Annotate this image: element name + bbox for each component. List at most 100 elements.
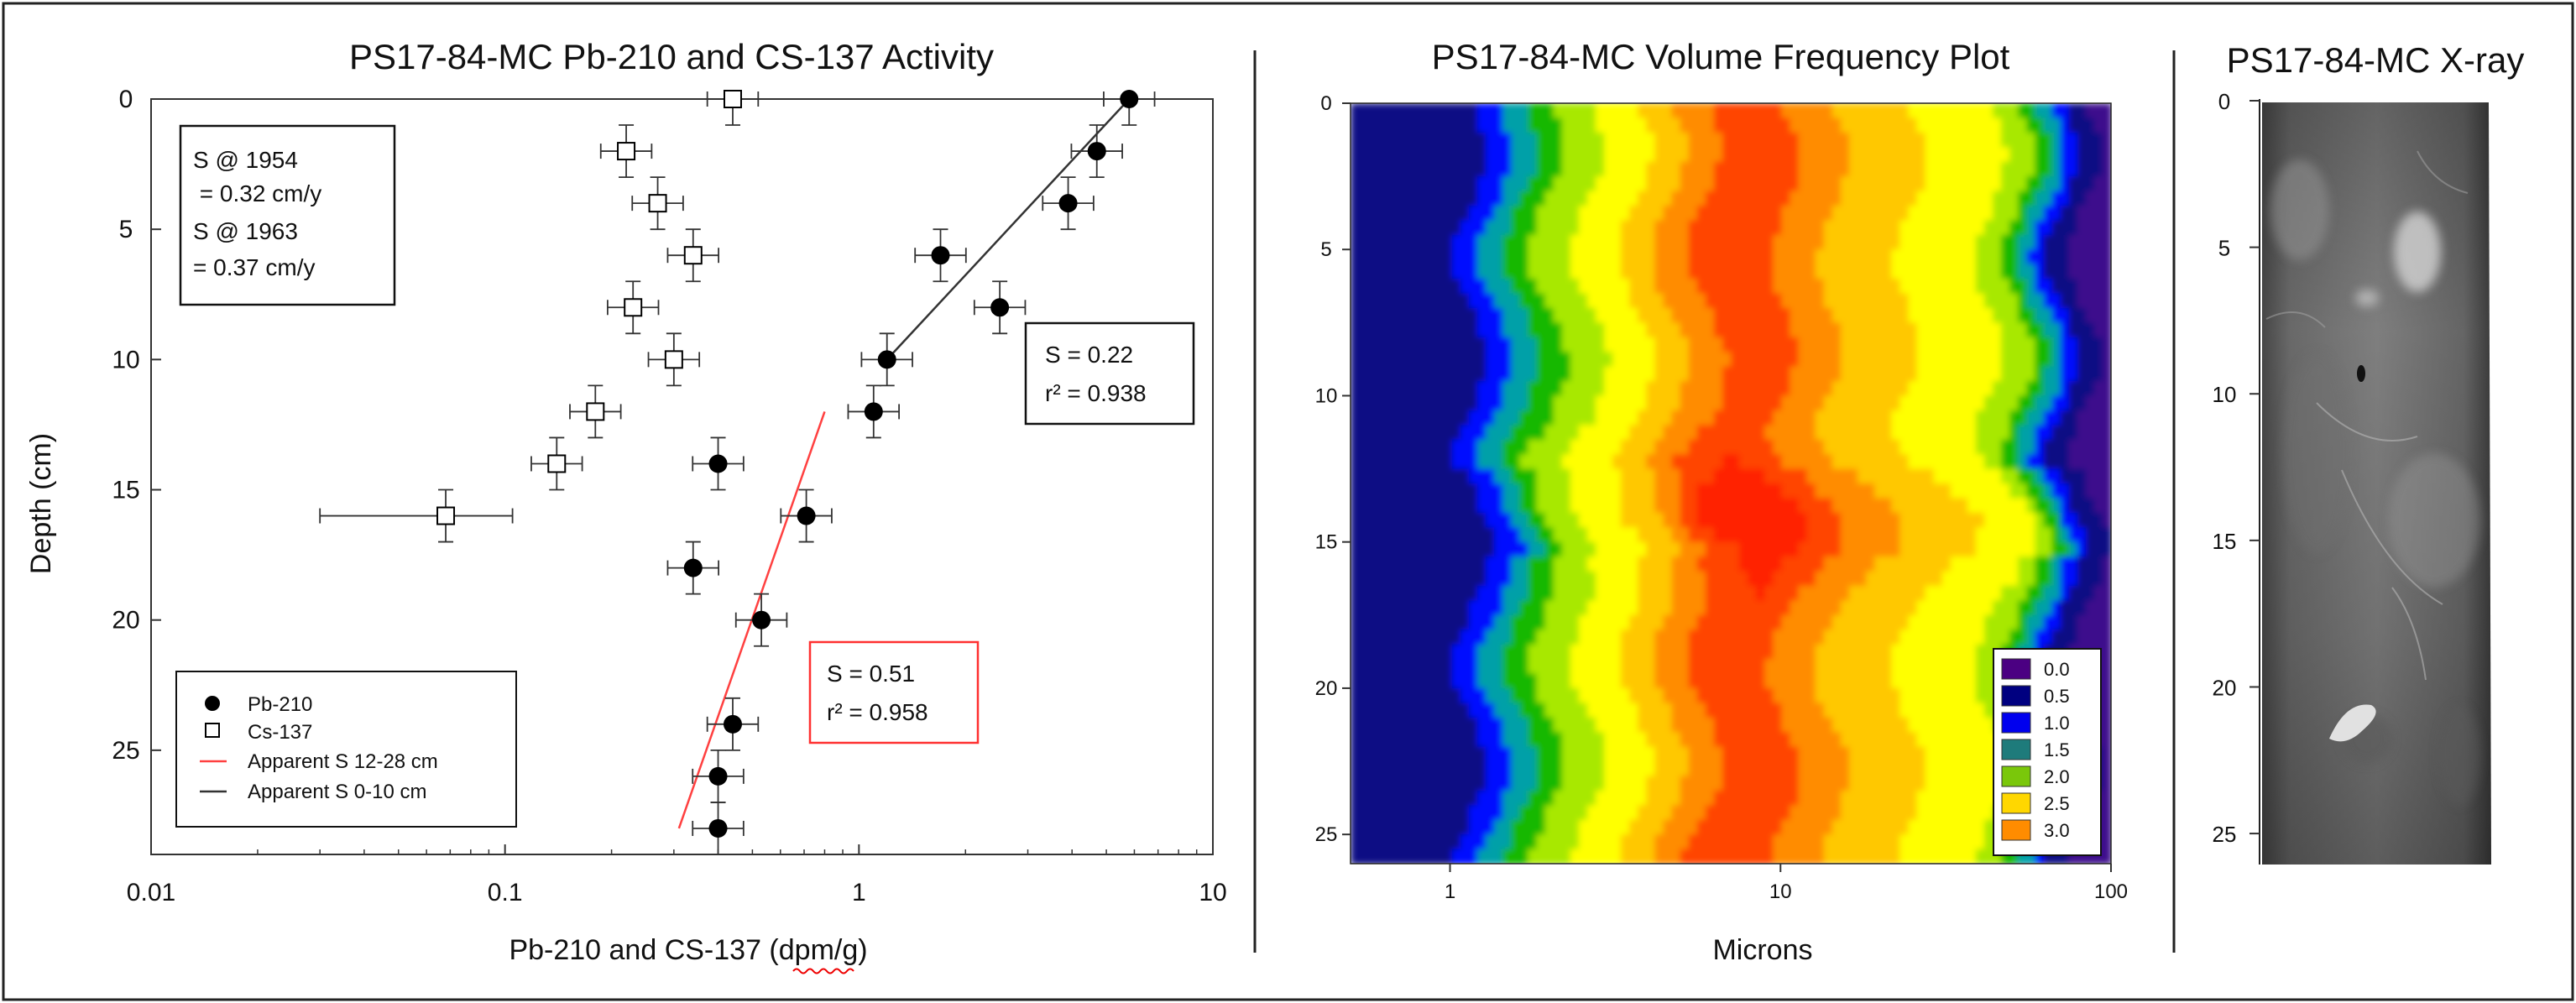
heatmap-cell [1823, 483, 1833, 499]
heatmap-cell [2085, 322, 2096, 338]
heatmap-cell [1494, 439, 1504, 456]
heatmap-cell [1578, 176, 1589, 192]
heatmap-cell [1958, 264, 1969, 280]
heatmap-cell [1739, 790, 1749, 807]
heatmap-cell [1401, 805, 1411, 821]
heatmap-cell [1958, 322, 1969, 338]
heatmap-cell [1908, 849, 1918, 864]
heatmap-cell [1443, 776, 1453, 792]
heatmap-cell [2068, 147, 2078, 163]
heatmap-cell [2026, 381, 2036, 397]
heatmap-cell [1570, 585, 1580, 602]
heatmap-cell [1553, 819, 1563, 836]
heatmap-cell [1790, 629, 1800, 645]
heatmap-cell [1831, 644, 1842, 661]
heatmap-cell [1528, 629, 1538, 645]
heatmap-cell [1908, 819, 1918, 836]
heatmap-cell [1975, 220, 1986, 237]
heatmap-cell [1494, 161, 1504, 178]
heatmap-cell [1544, 644, 1554, 661]
heatmap-cell [1544, 805, 1554, 821]
heatmap-cell [1443, 249, 1453, 265]
heatmap-cell [1705, 410, 1716, 426]
heatmap-cell [1519, 512, 1529, 529]
cs137-marker [624, 298, 643, 317]
heatmap-cell [2093, 439, 2104, 456]
heatmap-cell [2001, 279, 2011, 295]
heatmap-cell [1544, 366, 1554, 383]
heatmap-cell [1384, 673, 1394, 690]
heatmap-cell [2043, 498, 2053, 515]
heatmap-cell [1443, 600, 1453, 617]
heatmap-cell [1595, 234, 1606, 251]
heatmap-cell [1528, 776, 1538, 792]
heatmap-cell [1773, 527, 1783, 543]
heatmap-cell [2051, 483, 2061, 499]
heatmap-cell [1654, 585, 1664, 602]
heatmap-cell [2102, 147, 2111, 163]
heatmap-cell [1899, 352, 1910, 368]
heatmap-cell [1883, 220, 1893, 237]
heatmap-cell [1384, 703, 1394, 718]
heatmap-cell [1798, 659, 1808, 675]
heatmap-cell [1367, 249, 1377, 265]
heatmap-cell [1443, 161, 1453, 178]
heatmap-cell [1654, 687, 1664, 704]
heatmap-cell [1696, 395, 1706, 412]
heatmap-cell [1798, 498, 1808, 515]
heatmap-cell [1950, 790, 1960, 807]
heatmap-cell [1705, 161, 1716, 178]
heatmap-cell [1553, 234, 1563, 251]
heatmap-cell [1993, 541, 2003, 558]
heatmap-cell [1426, 805, 1436, 821]
heatmap-cell [1831, 498, 1842, 515]
heatmap-cell [1351, 381, 1361, 397]
heatmap-cell [1815, 556, 1825, 572]
heatmap-cell [1722, 644, 1732, 661]
heatmap-cell [1773, 103, 1783, 119]
heatmap-cell [1586, 849, 1597, 864]
heatmap-cell [2077, 454, 2087, 470]
heatmap-cell [1384, 483, 1394, 499]
heatmap-cell [2001, 541, 2011, 558]
heatmap-cell [1494, 264, 1504, 280]
heatmap-cell [1840, 468, 1851, 485]
heatmap-cell [1376, 161, 1386, 178]
heatmap-cell [1848, 673, 1859, 690]
heatmap-cell [1696, 103, 1706, 119]
heatmap-cell [1570, 600, 1580, 617]
heatmap-cell [1376, 307, 1386, 324]
heatmap-cell [1848, 395, 1859, 412]
heatmap-cell [1891, 512, 1901, 529]
heatmap-cell [1376, 644, 1386, 661]
heatmap-cell [1941, 717, 1952, 734]
heatmap-cell [1823, 512, 1833, 529]
heatmap-cell [1908, 454, 1918, 470]
heatmap-cell [1696, 644, 1706, 661]
heatmap-cell [1451, 439, 1462, 456]
heatmap-cell [1586, 629, 1597, 645]
heatmap-cell [1561, 834, 1571, 850]
heatmap-cell [1451, 659, 1462, 675]
heatmap-cell [2035, 176, 2045, 192]
heatmap-cell [1612, 381, 1622, 397]
heatmap-cell [2077, 293, 2087, 310]
heatmap-cell [1764, 556, 1774, 572]
pb210-point [1103, 90, 1156, 126]
heatmap-cell [1367, 454, 1377, 470]
heatmap-cell [1384, 600, 1394, 617]
heatmap-cell [1933, 585, 1943, 602]
heatmap-cell [1899, 527, 1910, 543]
cs137-marker [723, 90, 742, 108]
heatmap-cell [1646, 147, 1656, 163]
heatmap-cell [1351, 556, 1361, 572]
heatmap-cell [1612, 614, 1622, 631]
heatmap-cell [1663, 629, 1673, 645]
heatmap-cell [1756, 147, 1766, 163]
heatmap-cell [1654, 366, 1664, 383]
heatmap-cell [1858, 659, 1868, 675]
heatmap-cell [1731, 205, 1741, 222]
heatmap-cell [1359, 118, 1369, 134]
heatmap-cell [1477, 585, 1487, 602]
heatmap-cell [1883, 556, 1893, 572]
